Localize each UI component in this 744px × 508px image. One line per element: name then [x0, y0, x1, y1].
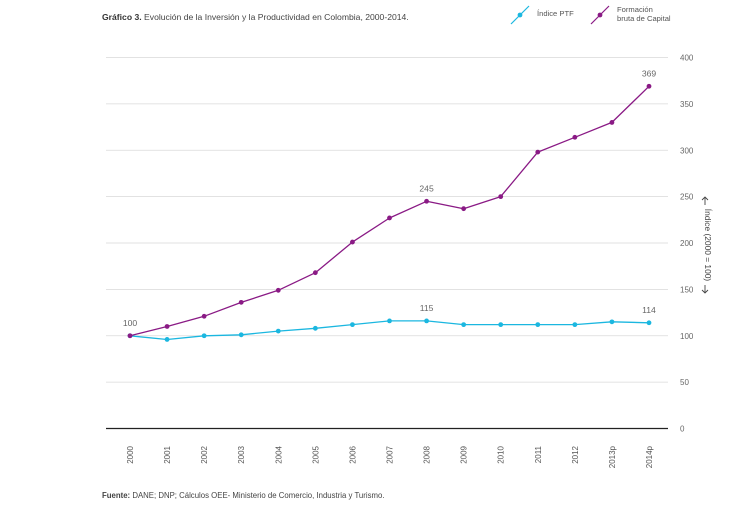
y-tick-label: 200 — [680, 239, 694, 248]
grid-lines — [106, 57, 668, 430]
y-tick-label: 350 — [680, 100, 694, 109]
data-point — [387, 215, 392, 221]
source-label: Fuente: — [102, 491, 131, 500]
data-point — [646, 320, 652, 326]
data-point — [609, 319, 615, 325]
data-point — [275, 328, 281, 334]
x-axis-ticks: 2000 2001 2002 2003 2004 2005 2006 2007 2008 2009… — [126, 445, 654, 468]
x-tick-label: 2013p — [608, 445, 617, 468]
data-point — [201, 333, 207, 339]
x-tick-label: 2011 — [534, 445, 543, 463]
data-label: 369 — [642, 68, 657, 78]
data-point — [312, 270, 318, 276]
data-point — [572, 134, 578, 140]
x-tick-label: 2008 — [423, 445, 432, 463]
data-point — [609, 120, 615, 125]
x-tick-label: 2006 — [348, 445, 357, 463]
source-note: Fuente: DANE; DNP; Cálculos OEE- Ministe… — [102, 491, 385, 500]
x-tick-label: 2014p — [645, 445, 654, 468]
data-point — [461, 322, 467, 328]
data-point — [127, 333, 133, 339]
data-point — [646, 83, 652, 89]
x-tick-label: 2003 — [237, 445, 246, 463]
data-label: 100 — [123, 318, 138, 328]
data-point — [387, 318, 392, 324]
data-point — [238, 299, 244, 305]
y-tick-label: 50 — [680, 378, 689, 387]
series-group — [127, 83, 652, 342]
legend-swatch-dot — [597, 12, 603, 18]
chart-title-prefix: Gráfico 3. — [102, 12, 142, 22]
source-text: DANE; DNP; Cálculos OEE- Ministerio de C… — [130, 491, 385, 500]
x-tick-label: 2000 — [126, 445, 135, 463]
data-point — [164, 337, 170, 342]
data-point — [350, 239, 355, 245]
x-tick-label: 2004 — [274, 445, 283, 463]
x-tick-label: 2007 — [386, 445, 395, 463]
legend-label: Índice PTF — [537, 9, 574, 18]
data-point — [201, 313, 207, 319]
data-point — [498, 322, 504, 328]
data-label: 115 — [420, 303, 434, 313]
y-axis-title-text: Índice (2000 = 100) — [703, 209, 713, 282]
y-tick-label: 100 — [680, 332, 694, 341]
chart-title-text: Evolución de la Inversión y la Productiv… — [141, 12, 409, 22]
data-point — [164, 324, 170, 329]
data-point — [312, 325, 318, 331]
data-point — [350, 322, 355, 328]
data-point — [424, 318, 429, 324]
data-point — [461, 206, 467, 212]
legend-label: Formación — [617, 5, 653, 14]
series-line — [129, 320, 650, 341]
legend-label: bruta de Capital — [617, 14, 671, 23]
y-axis-title: Índice (2000 = 100) — [703, 209, 713, 282]
x-tick-label: 2009 — [460, 445, 469, 463]
y-axis-title-group: Índice (2000 = 100) — [701, 196, 713, 294]
arrow-down-icon — [701, 285, 709, 294]
data-labels: 100 245 369 115 114 — [123, 68, 657, 327]
data-point — [535, 322, 541, 328]
x-tick-label: 2002 — [200, 445, 209, 463]
y-tick-label: 150 — [680, 285, 694, 294]
y-tick-label: 250 — [680, 193, 694, 202]
arrow-up-icon — [701, 196, 709, 205]
y-tick-label: 300 — [680, 146, 694, 155]
x-tick-label: 2001 — [163, 445, 172, 463]
data-point — [572, 322, 578, 328]
y-axis-ticks: 0 50 100 150 200 250 300 350 400 — [680, 54, 694, 434]
y-tick-label: 0 — [680, 425, 685, 434]
x-tick-label: 2010 — [497, 445, 506, 463]
data-point — [238, 332, 244, 338]
legend-swatch-dot — [517, 12, 523, 18]
x-tick-label: 2012 — [571, 445, 580, 463]
data-point — [424, 198, 429, 204]
data-label: 114 — [642, 305, 656, 315]
chart-title: Gráfico 3. Evolución de la Inversión y l… — [102, 12, 409, 22]
data-point — [498, 194, 504, 200]
legend-item: Índice PTF — [510, 5, 574, 25]
data-label: 245 — [419, 183, 434, 193]
y-tick-label: 400 — [680, 54, 694, 63]
series-line — [129, 85, 650, 337]
data-point — [275, 287, 281, 293]
data-point — [535, 149, 541, 155]
x-tick-label: 2005 — [311, 445, 320, 463]
